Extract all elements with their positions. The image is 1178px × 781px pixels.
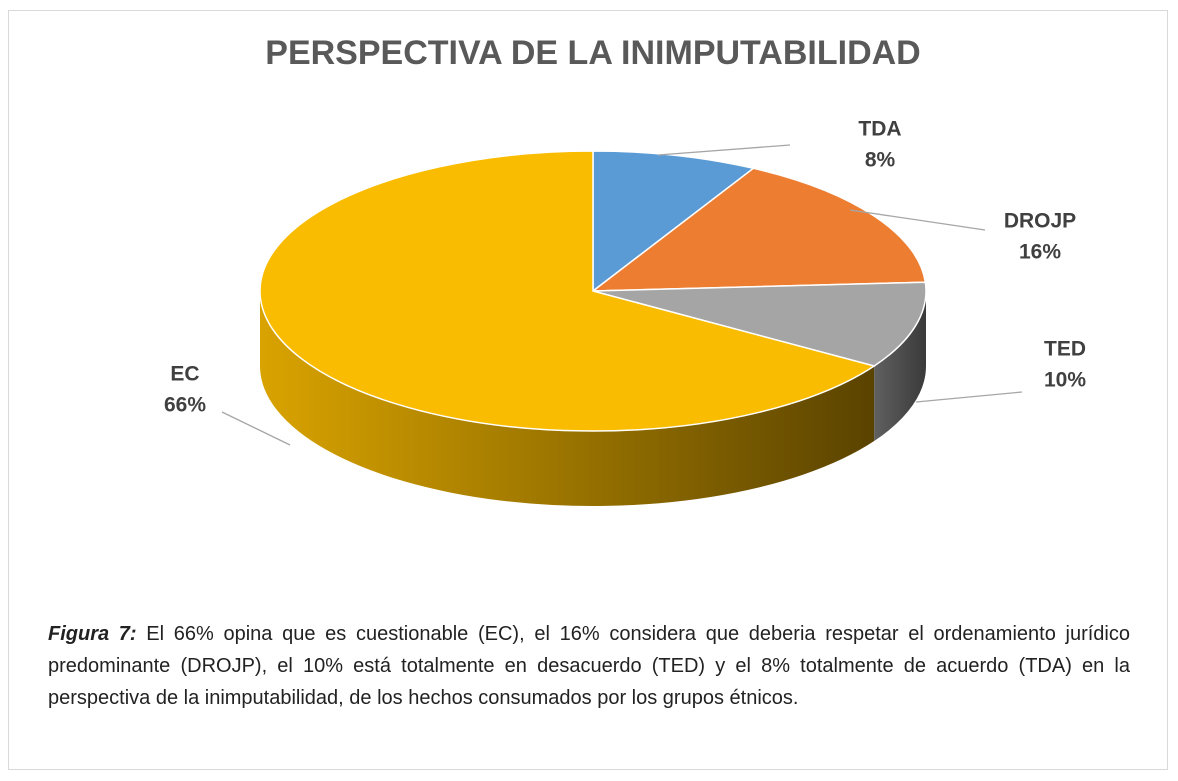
slice-value-label: 10% [1044,369,1086,392]
frame [8,10,1168,770]
slice-label: DROJP [1004,210,1076,233]
slice-label: TED [1044,338,1086,361]
slice [590,167,927,292]
slice-value-label: 8% [865,149,896,172]
slice-value-label: 66% [164,394,206,417]
caption-label: Figura 7: [48,623,137,645]
leader-line [849,209,986,231]
caption-text: El 66% opina que es cuestionable (EC), e… [48,623,1130,709]
slice-side [874,291,926,442]
chart-title: PERSPECTIVA DE LA INIMPUTABILIDAD [265,34,920,72]
slice-side [260,291,875,506]
slice-value-label: 16% [1019,241,1061,264]
slice [592,281,927,367]
slice-label: TDA [858,118,901,141]
leader-line [221,411,291,446]
leader-line [915,391,1023,403]
caption: Figura 7: El 66% opina que es cuestionab… [48,618,1130,714]
leader-line [657,144,791,156]
chart: PERSPECTIVA DE LA INIMPUTABILIDAD TDA 8% D… [164,34,1086,506]
slice [592,150,756,293]
slice [259,150,876,432]
slice-label: EC [170,363,199,386]
